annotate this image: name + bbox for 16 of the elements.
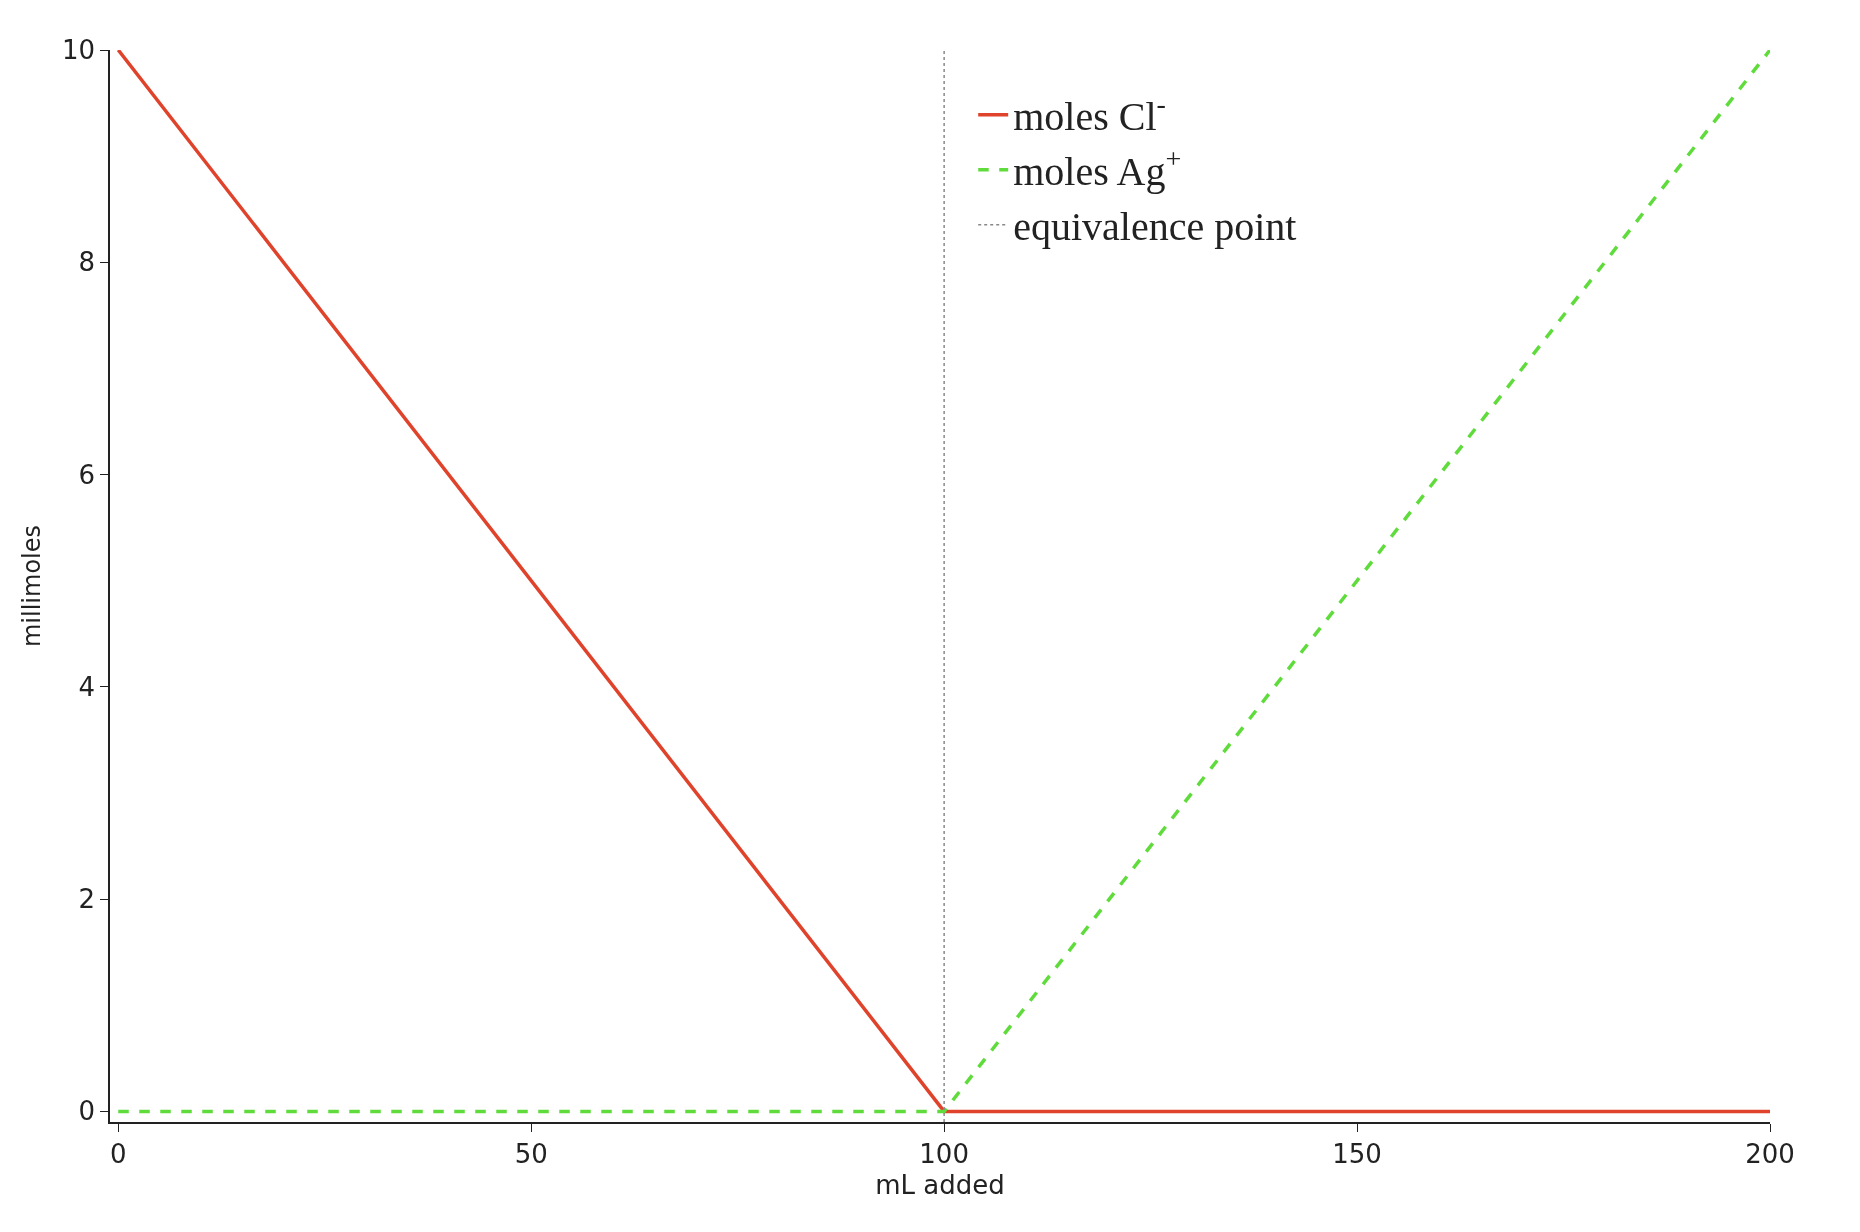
legend-label: moles Ag$^{+}$ (1013, 143, 1182, 195)
x-tick-label: 100 (919, 1138, 969, 1169)
y-tick-label: 8 (78, 247, 96, 278)
y-tick-label: 4 (78, 671, 96, 702)
x-tick-label: 50 (514, 1138, 548, 1169)
y-tick-label: 0 (78, 1096, 96, 1127)
y-axis-title: millimoles (17, 524, 46, 648)
y-tick-label: 6 (78, 459, 96, 490)
y-tick-label: 10 (61, 35, 96, 66)
x-tick-label: 150 (1332, 1138, 1382, 1169)
x-tick-label: 200 (1745, 1138, 1795, 1169)
x-tick-label: 0 (109, 1138, 127, 1169)
ref-line-label: equivalence point (1013, 204, 1297, 250)
y-tick-label: 2 (78, 884, 96, 915)
x-axis-title: mL added (875, 1170, 1005, 1201)
legend-label: moles Cl$^{-}$ (1013, 88, 1166, 140)
